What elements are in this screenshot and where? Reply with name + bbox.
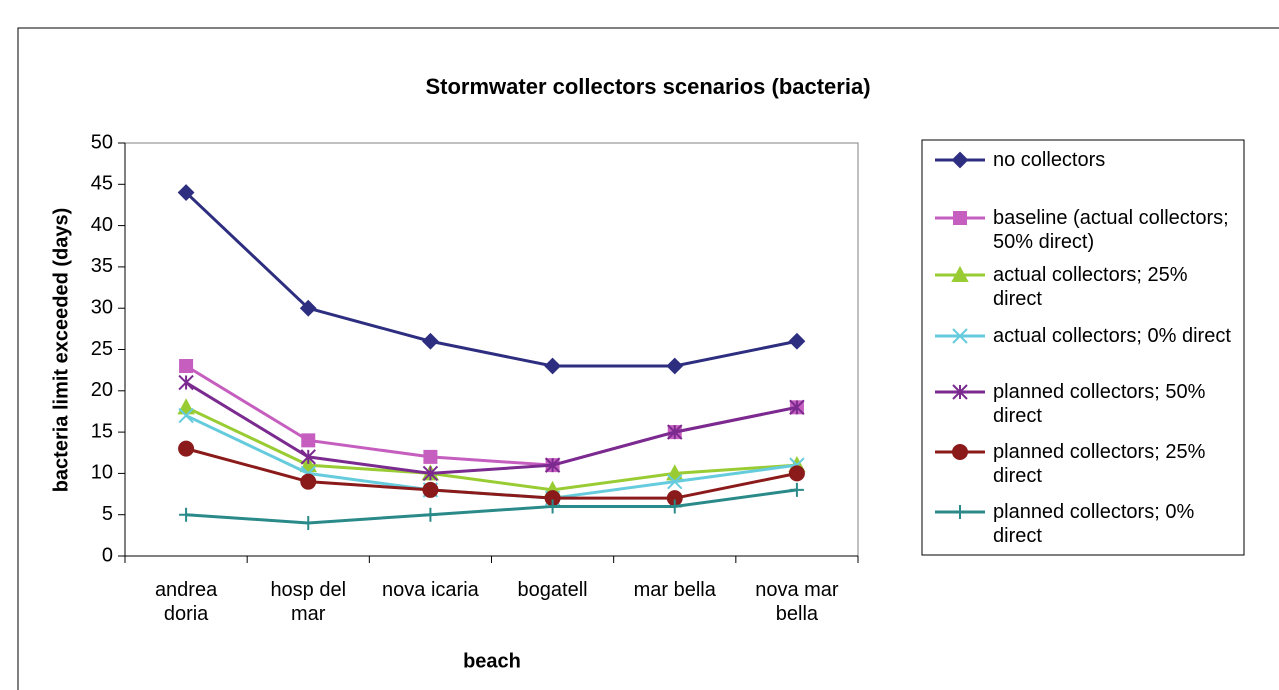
marker <box>952 328 968 344</box>
marker <box>666 357 684 375</box>
marker <box>422 332 439 350</box>
series-line <box>185 488 798 525</box>
marker <box>789 399 805 416</box>
legend-label: actual collectors; 0% direct <box>993 325 1231 347</box>
y-tick-label: 45 <box>91 173 113 195</box>
y-tick-label: 5 <box>102 503 113 525</box>
marker <box>953 211 967 225</box>
marker <box>179 359 194 374</box>
marker <box>299 456 317 473</box>
marker <box>666 464 684 481</box>
marker <box>788 465 805 482</box>
marker <box>667 499 682 514</box>
marker <box>177 184 195 201</box>
marker <box>301 515 316 530</box>
x-tick-label: nova icaria <box>382 579 479 601</box>
legend-label: baseline (actual collectors; 50% direct) <box>993 207 1229 253</box>
x-axis-label: beach <box>463 650 521 672</box>
series-line <box>185 405 798 492</box>
x-tick-label: nova mar bella <box>755 579 839 625</box>
legend-label: no collectors <box>993 149 1106 171</box>
legend-label: actual collectors; 25% direct <box>993 264 1188 310</box>
chart-title: Stormwater collectors scenarios (bacteri… <box>425 74 870 99</box>
y-tick-label: 35 <box>91 255 113 277</box>
marker <box>951 265 969 282</box>
marker <box>179 507 194 522</box>
marker <box>788 332 806 350</box>
marker <box>952 444 968 460</box>
marker <box>178 374 194 391</box>
marker <box>422 465 439 482</box>
marker <box>301 433 316 448</box>
marker <box>953 505 967 519</box>
series-line <box>185 191 798 368</box>
y-axis-label: bacteria limit exceeded (days) <box>50 208 72 493</box>
marker <box>545 499 560 514</box>
marker <box>177 398 195 415</box>
legend-label: planned collectors; 0% direct <box>993 501 1195 547</box>
marker <box>423 449 438 464</box>
marker <box>544 357 561 375</box>
y-tick-label: 15 <box>91 420 113 442</box>
marker <box>300 449 316 465</box>
y-tick-label: 20 <box>91 379 113 401</box>
legend-box <box>921 139 1245 556</box>
marker <box>300 473 317 490</box>
marker <box>178 440 195 457</box>
y-tick-label: 40 <box>91 214 113 236</box>
marker <box>667 473 683 490</box>
legend-label: planned collectors; 25% direct <box>993 441 1206 487</box>
marker <box>789 482 804 497</box>
frame <box>17 27 1279 690</box>
legend-label: planned collectors; 50% direct <box>993 381 1206 427</box>
y-tick-label: 10 <box>91 462 113 484</box>
y-tick-label: 30 <box>91 296 113 318</box>
y-tick-label: 0 <box>102 544 113 566</box>
marker <box>544 457 561 473</box>
series-line <box>185 414 798 500</box>
marker <box>952 384 968 400</box>
y-tick-label: 25 <box>91 338 113 360</box>
x-tick-label: andrea doria <box>154 579 218 625</box>
marker <box>178 407 194 424</box>
x-tick-label: bogatell <box>517 579 588 601</box>
y-tick-label: 50 <box>91 131 113 153</box>
marker <box>667 424 683 440</box>
x-tick-label: mar bella <box>633 579 716 601</box>
marker <box>299 299 317 317</box>
marker <box>423 507 438 522</box>
series-line <box>185 447 798 500</box>
marker <box>422 481 439 498</box>
series-line <box>185 381 798 475</box>
x-tick-label: hosp del mar <box>270 579 347 625</box>
marker <box>951 151 969 169</box>
